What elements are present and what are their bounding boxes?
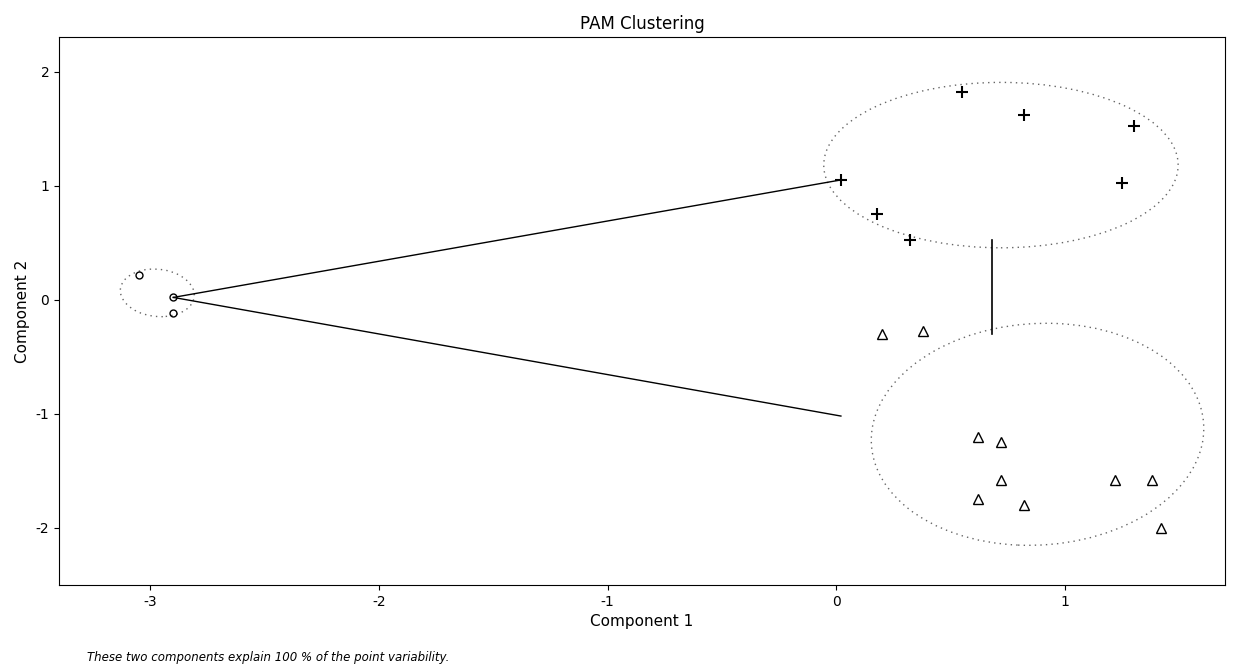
Text: These two components explain 100 % of the point variability.: These two components explain 100 % of th… [87,652,449,664]
Y-axis label: Component 2: Component 2 [15,260,30,363]
Title: PAM Clustering: PAM Clustering [579,15,704,33]
X-axis label: Component 1: Component 1 [590,614,693,629]
